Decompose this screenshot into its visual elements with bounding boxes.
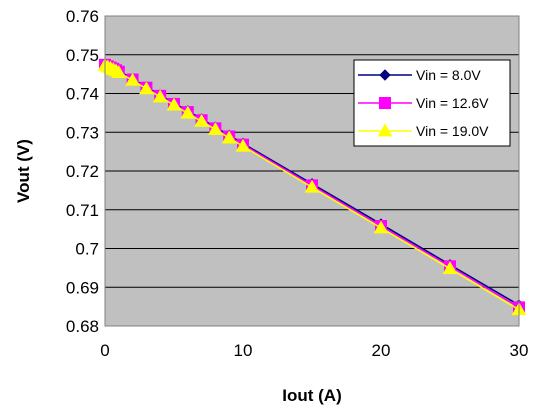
x-tick-label: 0 (100, 341, 109, 360)
data-point (194, 113, 209, 127)
data-point (125, 72, 140, 86)
legend-marker (379, 69, 391, 81)
series-3 (97, 58, 527, 316)
data-point (442, 261, 458, 275)
legend: Vin = 8.0V Vin = 12.6V Vin = 19.0V (353, 59, 511, 147)
x-tick-label: 10 (234, 341, 253, 360)
data-point (235, 138, 251, 152)
x-axis-ticks: 0 10 20 30 (100, 341, 528, 360)
data-point (221, 130, 237, 144)
legend-label: Vin = 8.0V (416, 67, 481, 83)
data-point (139, 81, 154, 95)
y-tick-label: 0.69 (66, 278, 99, 297)
data-point (166, 97, 182, 111)
y-tick-label: 0.74 (66, 85, 99, 104)
y-tick-label: 0.75 (66, 46, 99, 65)
data-point (304, 179, 320, 193)
y-tick-label: 0.7 (75, 240, 99, 259)
legend-entry: Vin = 19.0V (358, 123, 489, 139)
x-axis-title: Iout (A) (282, 386, 341, 405)
legend-marker (377, 123, 393, 137)
legend-label: Vin = 12.6V (416, 95, 489, 111)
y-axis-ticks: 0.68 0.69 0.7 0.71 0.72 0.73 0.74 0.75 0.76 (66, 7, 99, 336)
y-tick-label: 0.73 (66, 123, 99, 142)
data-point (152, 89, 168, 103)
series-layer (97, 58, 527, 316)
x-tick-label: 30 (510, 341, 529, 360)
x-tick-label: 20 (372, 341, 391, 360)
legend-marker (379, 97, 391, 109)
data-point (373, 220, 389, 234)
y-tick-label: 0.72 (66, 162, 99, 181)
legend-entry: Vin = 8.0V (358, 67, 481, 83)
data-point (180, 105, 196, 119)
plot-border (104, 15, 520, 327)
y-tick-label: 0.76 (66, 7, 99, 26)
data-point (208, 122, 223, 135)
y-tick-label: 0.68 (66, 317, 99, 336)
y-axis-title: Vout (V) (14, 139, 33, 203)
y-tick-label: 0.71 (66, 201, 99, 220)
legend-label: Vin = 19.0V (416, 123, 489, 139)
data-point (111, 65, 127, 78)
legend-entry: Vin = 12.6V (358, 95, 489, 111)
